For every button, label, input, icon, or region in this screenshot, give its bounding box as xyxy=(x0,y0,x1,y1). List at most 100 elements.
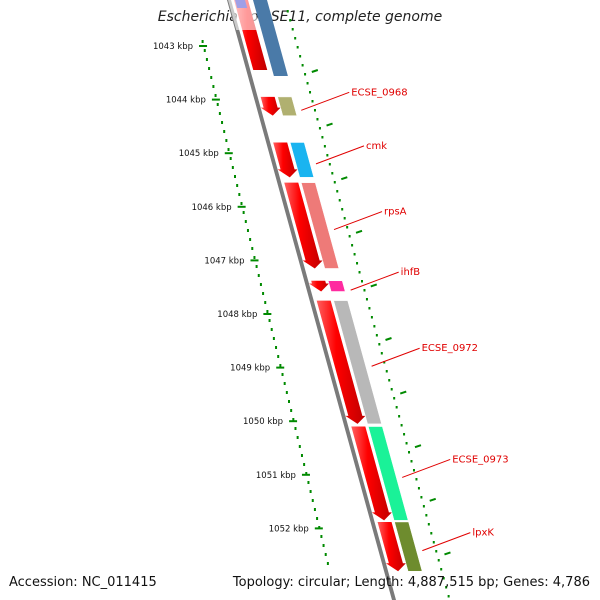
outer-dot xyxy=(321,136,324,139)
ruler-dot xyxy=(309,490,312,493)
ruler-label: 1047 kbp xyxy=(204,256,244,266)
ruler-dot xyxy=(238,193,241,196)
outer-dot xyxy=(331,172,334,175)
gene-label: cmk xyxy=(366,141,387,152)
ruler-dot xyxy=(240,202,243,205)
ruler-dot xyxy=(311,499,314,502)
ruler-dot xyxy=(266,310,269,313)
outer-dot xyxy=(299,55,302,58)
ruler-dot xyxy=(214,94,217,97)
outer-dot xyxy=(378,343,381,346)
outer-dot xyxy=(294,37,297,40)
ruler-label: 1046 kbp xyxy=(192,203,232,213)
outer-dot xyxy=(395,406,398,409)
ruler-dot xyxy=(281,373,284,376)
ruler-dot xyxy=(316,517,319,520)
outer-dot xyxy=(405,442,408,445)
outer-dot xyxy=(440,568,443,571)
ruler-dot xyxy=(262,292,265,295)
ruler-dot xyxy=(253,256,256,259)
ruler-label: 1048 kbp xyxy=(217,310,257,320)
gene-block xyxy=(289,142,315,178)
outer-tick xyxy=(355,229,363,234)
cds-arrow xyxy=(273,142,298,178)
outer-tick xyxy=(385,337,392,341)
ruler-dot xyxy=(300,454,303,457)
ruler-dot xyxy=(275,346,278,349)
outer-dot xyxy=(328,163,331,166)
outer-tick xyxy=(340,176,348,181)
outer-dot xyxy=(326,154,329,157)
outer-dot xyxy=(341,208,344,211)
outer-dot xyxy=(353,253,356,256)
outer-dot xyxy=(338,199,341,202)
outer-dot xyxy=(309,91,312,94)
outer-dot xyxy=(380,352,383,355)
ruler-dot xyxy=(208,67,211,70)
ruler-dot xyxy=(249,238,252,241)
outer-dot xyxy=(333,181,336,184)
outer-tick xyxy=(311,69,319,73)
outer-dot xyxy=(403,433,406,436)
ruler-dot xyxy=(326,562,329,565)
ruler-dot xyxy=(298,445,301,448)
ruler-dot xyxy=(268,319,271,322)
ruler-dot xyxy=(307,481,310,484)
gene-block xyxy=(327,280,346,292)
ruler-dot xyxy=(303,463,306,466)
outer-dot xyxy=(289,19,292,22)
ruler-label: 1044 kbp xyxy=(166,96,206,106)
ruler-dot xyxy=(246,229,249,232)
leader-line xyxy=(422,532,471,552)
outer-dot xyxy=(447,595,450,598)
ruler-label: 1051 kbp xyxy=(256,471,296,481)
gene-label: lpxK xyxy=(472,528,494,539)
outer-dot xyxy=(417,487,420,490)
outer-dot xyxy=(316,118,319,121)
outer-dot xyxy=(400,424,403,427)
outer-dot xyxy=(415,478,418,481)
ruler-dot xyxy=(279,364,282,367)
ruler-dot xyxy=(221,121,224,124)
ruler-dot xyxy=(294,427,297,430)
ruler-dot xyxy=(210,76,213,79)
genome-title: Escherichia coli SE11, complete genome xyxy=(157,9,443,25)
outer-dot xyxy=(361,280,363,283)
outer-dot xyxy=(296,46,299,49)
outer-tick xyxy=(326,122,333,127)
gene-label: rpsA xyxy=(384,207,407,218)
ruler-dot xyxy=(227,148,230,151)
outer-dot xyxy=(368,307,371,310)
ruler-dot xyxy=(218,112,221,115)
ruler-dot xyxy=(292,418,295,421)
ruler-dot xyxy=(257,274,260,277)
outer-dot xyxy=(427,523,430,526)
ruler-dot xyxy=(322,544,325,547)
ruler-dot xyxy=(255,265,258,268)
outer-tick xyxy=(414,444,422,449)
gene-block xyxy=(394,521,423,572)
leader-line xyxy=(402,458,451,478)
outer-dot xyxy=(313,109,316,112)
outer-dot xyxy=(351,244,354,247)
gene-block xyxy=(367,426,409,521)
ruler-dot xyxy=(216,103,219,106)
ruler-dot xyxy=(313,508,316,511)
outer-dot xyxy=(408,451,411,454)
ruler-dot xyxy=(283,382,286,385)
outer-tick xyxy=(429,497,437,502)
outer-dot xyxy=(412,469,415,472)
outer-dot xyxy=(291,28,294,31)
outer-dot xyxy=(348,235,351,238)
cds-arrow xyxy=(308,280,329,292)
ruler-dot xyxy=(324,553,327,556)
outer-dot xyxy=(383,361,386,364)
leader-line xyxy=(301,91,350,111)
ruler-label: 1045 kbp xyxy=(179,149,219,159)
ruler-dot xyxy=(244,220,247,223)
gene-label: ECSE_0972 xyxy=(422,343,478,354)
cds-arrow xyxy=(316,300,366,424)
outer-dot xyxy=(301,64,304,67)
